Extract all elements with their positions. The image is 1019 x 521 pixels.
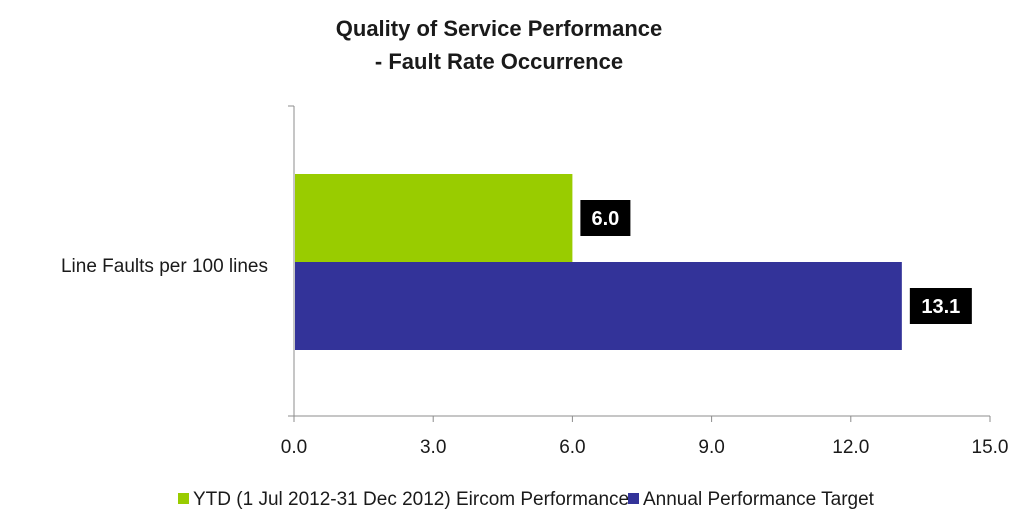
bars (295, 174, 902, 350)
data-labels: 6.0 13.1 (580, 200, 972, 324)
data-label: 6.0 (591, 208, 619, 230)
x-tick-label: 12.0 (832, 437, 869, 458)
legend-label-target: Annual Performance Target (643, 489, 875, 510)
chart-title-line-2: - Fault Rate Occurrence (375, 49, 623, 74)
legend-label-ytd: YTD (1 Jul 2012-31 Dec 2012) Eircom Perf… (193, 489, 629, 510)
data-label: 13.1 (921, 296, 960, 318)
x-tick-label: 0.0 (281, 437, 307, 458)
axes (288, 105, 990, 417)
legend-swatch-ytd (178, 493, 189, 504)
x-axis-ticks: 0.0 3.0 6.0 9.0 12.0 15.0 (281, 416, 1009, 458)
data-label-box (909, 288, 972, 324)
x-tick-label: 9.0 (698, 437, 724, 458)
bar-ytd-performance (295, 174, 573, 262)
x-tick-label: 15.0 (972, 437, 1009, 458)
legend-swatch-target (628, 493, 639, 504)
x-tick-label: 3.0 (420, 437, 446, 458)
category-label: Line Faults per 100 lines (61, 256, 268, 277)
chart-title-line-1: Quality of Service Performance (336, 16, 662, 41)
data-label-box (580, 200, 631, 236)
bar-annual-target (295, 262, 902, 350)
x-tick-label: 6.0 (559, 437, 585, 458)
legend: YTD (1 Jul 2012-31 Dec 2012) Eircom Perf… (178, 489, 875, 510)
